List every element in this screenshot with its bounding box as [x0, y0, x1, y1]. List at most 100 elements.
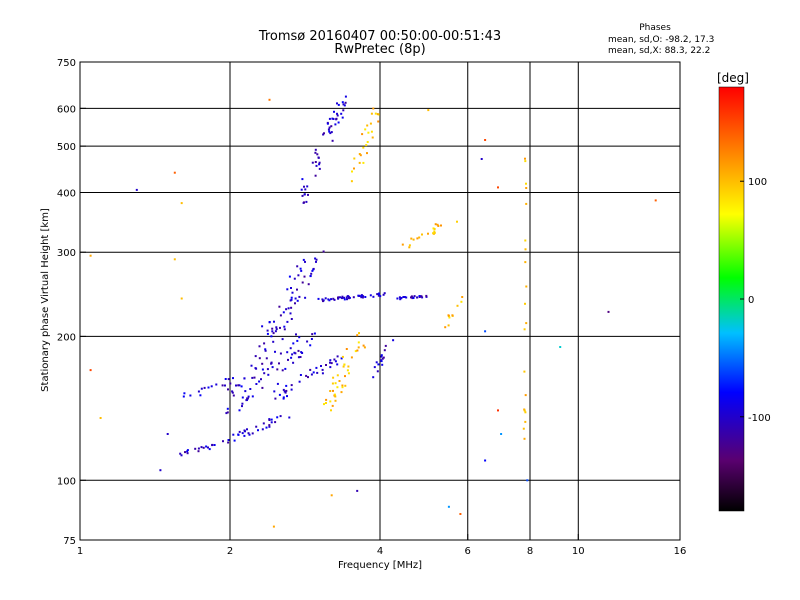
data-point-26 — [227, 439, 230, 441]
data-point-337 — [337, 103, 340, 106]
data-point-471 — [524, 248, 527, 251]
data-point-290 — [425, 294, 428, 297]
data-point-31 — [241, 432, 244, 435]
data-point-148 — [322, 250, 325, 253]
data-point-166 — [298, 295, 301, 298]
data-point-403 — [362, 344, 365, 347]
data-point-53 — [182, 395, 185, 398]
isolated-point-496 — [356, 489, 359, 492]
data-point-144 — [268, 321, 271, 323]
data-point-487 — [524, 261, 527, 264]
data-point-250 — [343, 296, 345, 299]
data-point-306 — [332, 118, 335, 120]
data-point-333 — [311, 161, 314, 164]
data-point-446 — [427, 232, 429, 235]
data-point-277 — [341, 297, 343, 300]
data-point-19 — [255, 425, 258, 428]
data-point-139 — [296, 288, 298, 291]
data-point-222 — [286, 395, 288, 398]
data-point-303 — [405, 296, 408, 299]
data-point-392 — [346, 369, 349, 372]
isolated-point-504 — [497, 186, 499, 189]
data-point-430 — [351, 170, 353, 173]
data-point-436 — [377, 120, 380, 123]
data-point-204 — [285, 389, 288, 392]
data-point-185 — [270, 362, 273, 365]
data-point-216 — [282, 397, 285, 400]
colorbar-tick-label-1: 0 — [748, 295, 754, 306]
data-point-12 — [200, 446, 203, 449]
data-point-249 — [332, 297, 335, 300]
data-point-33 — [268, 419, 271, 421]
data-point-404 — [336, 386, 339, 389]
data-point-112 — [241, 396, 244, 399]
data-point-409 — [333, 393, 336, 396]
data-point-197 — [287, 307, 290, 310]
data-point-485 — [524, 157, 526, 160]
data-point-310 — [300, 188, 303, 191]
data-point-106 — [241, 402, 244, 405]
data-point-69 — [221, 384, 224, 387]
data-point-225 — [340, 357, 343, 360]
data-point-441 — [421, 233, 423, 236]
data-point-470 — [524, 239, 527, 242]
data-point-93 — [276, 382, 279, 385]
data-point-269 — [383, 292, 386, 295]
data-point-413 — [325, 398, 328, 401]
data-point-276 — [347, 295, 350, 298]
data-point-123 — [258, 380, 261, 383]
data-point-479 — [523, 370, 526, 373]
data-point-63 — [210, 385, 213, 388]
data-point-296 — [412, 297, 415, 299]
data-point-61 — [227, 388, 229, 391]
data-point-188 — [272, 332, 275, 335]
y-tick-label-7: 750 — [57, 58, 76, 69]
data-point-9 — [222, 440, 224, 443]
data-point-388 — [331, 382, 334, 385]
data-point-369 — [373, 366, 376, 369]
data-point-124 — [261, 362, 264, 365]
data-point-192 — [294, 297, 297, 300]
data-point-355 — [343, 104, 346, 107]
data-point-158 — [275, 328, 278, 331]
data-point-60 — [207, 386, 210, 389]
x-tick-label-4: 8 — [527, 546, 533, 557]
data-point-99 — [292, 342, 295, 345]
data-point-342 — [314, 148, 317, 151]
data-point-44 — [237, 433, 240, 436]
data-point-172 — [300, 269, 303, 272]
data-point-307 — [342, 103, 345, 106]
data-point-189 — [286, 320, 289, 323]
data-point-428 — [362, 161, 365, 164]
data-point-86 — [290, 356, 293, 359]
isolated-point-495 — [330, 494, 333, 497]
data-point-314 — [305, 200, 308, 203]
data-point-131 — [263, 372, 266, 375]
data-point-435 — [358, 161, 361, 164]
data-point-262 — [346, 298, 348, 301]
data-point-488 — [523, 409, 526, 412]
data-point-373 — [383, 349, 386, 352]
data-point-100 — [287, 358, 289, 361]
data-point-6 — [186, 449, 189, 452]
data-point-478 — [525, 322, 528, 325]
data-point-472 — [522, 427, 525, 430]
data-point-151 — [314, 257, 317, 260]
data-point-339 — [304, 188, 307, 191]
data-point-489 — [525, 187, 528, 189]
y-tick-label-3: 300 — [57, 248, 76, 259]
data-point-346 — [314, 161, 317, 163]
data-point-286 — [403, 296, 406, 298]
data-point-254 — [377, 294, 380, 297]
y-tick-label-6: 600 — [57, 104, 76, 115]
data-point-224 — [299, 374, 302, 376]
data-point-14 — [197, 450, 200, 453]
data-point-81 — [311, 333, 314, 336]
isolated-point-490 — [135, 188, 138, 191]
isolated-point-513 — [99, 417, 102, 419]
data-point-439 — [362, 146, 365, 149]
data-point-282 — [361, 296, 364, 299]
data-point-459 — [410, 237, 413, 240]
stats-heading: Phases — [639, 23, 671, 33]
data-point-482 — [523, 437, 526, 440]
